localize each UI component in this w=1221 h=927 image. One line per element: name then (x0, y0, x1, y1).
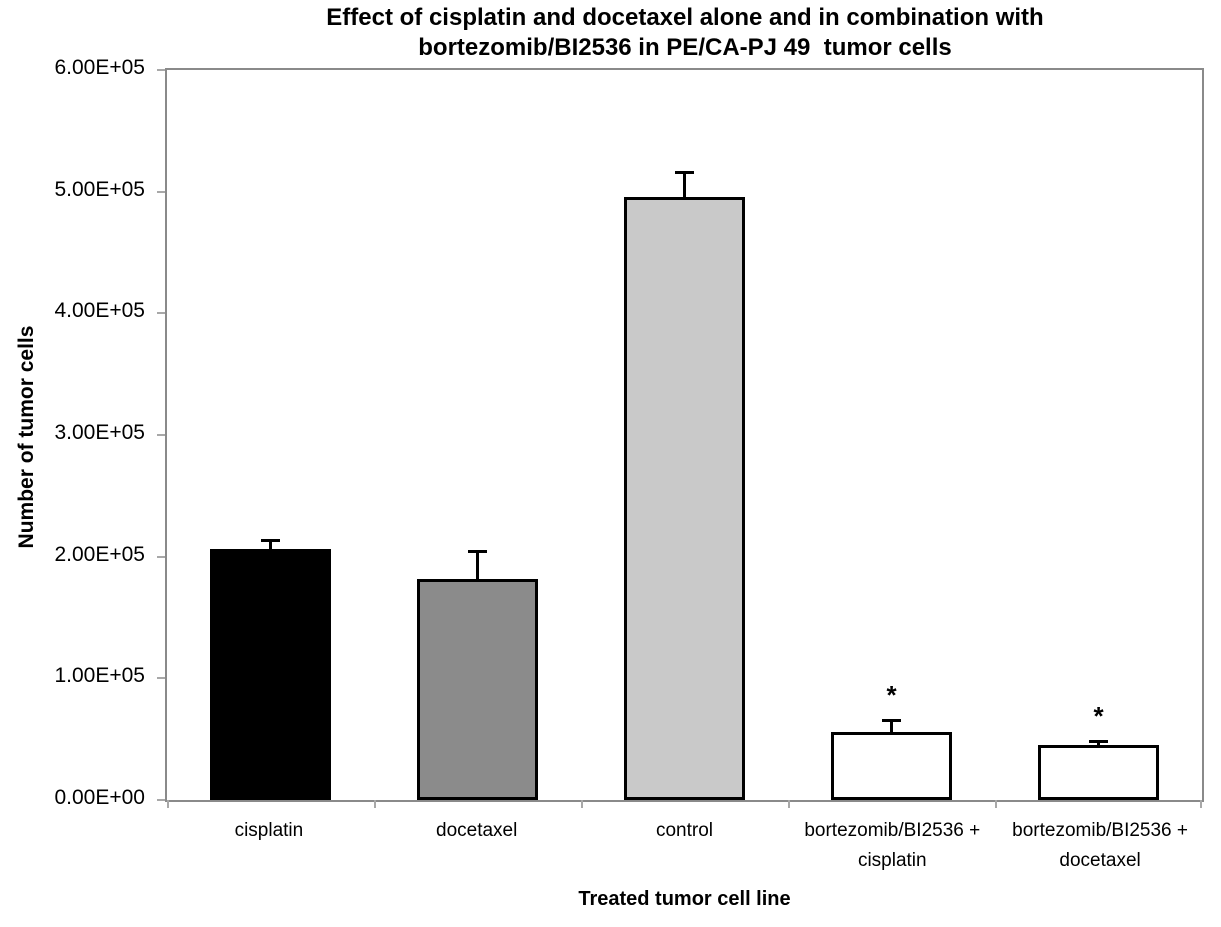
x-tick-mark (374, 800, 376, 808)
y-tick-label: 0.00E+00 (54, 786, 145, 809)
x-tick-mark (581, 800, 583, 808)
y-tick-label: 1.00E+05 (54, 664, 145, 688)
error-bar (890, 720, 893, 732)
chart-title-line1: Effect of cisplatin and docetaxel alone … (326, 4, 1044, 31)
x-tick-mark (788, 800, 790, 808)
bar-bortezomib-bi2536-cisplatin (831, 731, 952, 800)
bar-docetaxel (417, 578, 538, 800)
bar-bortezomib-bi2536-docetaxel (1038, 745, 1159, 800)
y-tick-mark (157, 434, 165, 436)
x-category-label: cisplatin (234, 820, 304, 841)
x-category-label: docetaxel (436, 820, 518, 841)
x-tick-mark (167, 800, 169, 808)
plot-area: * * (157, 68, 1204, 808)
error-bar (269, 540, 272, 550)
error-bar-cap (468, 549, 487, 553)
y-tick-mark (157, 799, 165, 801)
bar-cisplatin (210, 549, 331, 800)
y-tick-label: 5.00E+05 (54, 177, 145, 201)
y-tick-mark (157, 677, 165, 680)
x-tick-mark (1200, 800, 1202, 808)
y-tick-label: 2.00E+05 (54, 542, 145, 566)
y-tick-label: 4.00E+05 (54, 299, 145, 323)
y-tick-label: 6.00E+05 (54, 56, 145, 79)
y-tick-mark (157, 312, 165, 315)
error-bar-cap (675, 171, 694, 175)
y-tick-label: 3.00E+05 (54, 421, 145, 444)
x-category-label: bortezomib/BI2536 + cisplatin (804, 820, 981, 871)
x-category-label: bortezomib/BI2536 + docetaxel (1012, 820, 1189, 871)
error-bar (476, 551, 479, 579)
error-bar-cap (261, 538, 280, 542)
x-category-label: control (655, 820, 713, 841)
x-tick-mark (995, 800, 997, 808)
error-bar (683, 173, 686, 197)
y-tick-mark (157, 190, 165, 193)
bar-control (624, 196, 745, 800)
significance-asterisk: * (886, 679, 897, 710)
chart-title-line2: bortezomib/BI2536 in PE/CA-PJ 49 tumor c… (418, 34, 952, 61)
error-bar (1097, 742, 1100, 746)
y-tick-mark (157, 69, 165, 71)
error-bar-cap (1089, 740, 1108, 744)
x-axis-category-labels: cisplatin docetaxel control bortezomib/BI25… (165, 816, 1204, 876)
error-bar-cap (882, 718, 901, 722)
chart-title: Effect of cisplatin and docetaxel alone … (165, 3, 1205, 63)
significance-asterisk: * (1093, 701, 1104, 732)
y-axis-tick-labels: 0.00E+00 1.00E+05 2.00E+05 3.00E+05 4.00E+05… (0, 56, 155, 809)
x-axis-title: Treated tumor cell line (578, 888, 791, 910)
y-tick-mark (157, 555, 165, 558)
